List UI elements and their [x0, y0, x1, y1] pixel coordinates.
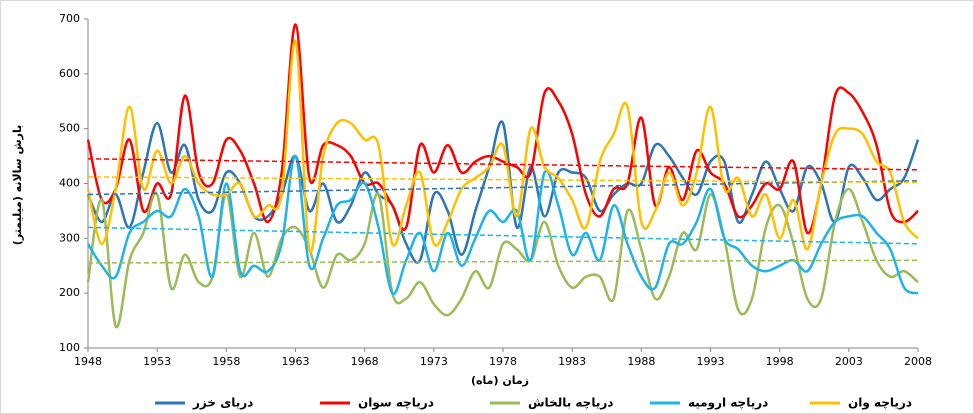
legend-label: دریاچه وان [848, 396, 912, 411]
x-tick-label: 1983 [558, 355, 586, 368]
y-tick-label: 600 [59, 67, 80, 80]
trend-line [87, 158, 919, 171]
x-axis-title: زمان (ماه) [471, 374, 529, 387]
y-tick-label: 200 [59, 286, 80, 299]
y-tick-label: 300 [59, 231, 80, 244]
series-line [86, 23, 919, 235]
series-line [86, 154, 919, 295]
y-tick-label: 400 [59, 177, 80, 190]
x-tick-label: 1953 [143, 355, 171, 368]
x-tick-label: 1998 [766, 355, 794, 368]
trend-line [87, 259, 919, 264]
legend-label: دریاچه ارومیه [688, 396, 768, 411]
y-axis-title: بارش سالانه (میلیمتر) [11, 125, 24, 245]
y-tick-label: 500 [59, 122, 80, 135]
x-tick-label: 2008 [904, 355, 932, 368]
x-tick-label: 1993 [697, 355, 725, 368]
legend-label: دریای خزر [192, 396, 253, 410]
x-tick-label: 1948 [74, 355, 102, 368]
x-tick-label: 2003 [835, 355, 863, 368]
y-tick-label: 700 [59, 12, 80, 25]
legend-label: دریاچه بالخاش [528, 396, 613, 410]
x-tick-label: 1963 [282, 355, 310, 368]
legend-label: دریاچه سوان [358, 396, 434, 411]
trend-line [87, 176, 919, 184]
x-tick-label: 1973 [420, 355, 448, 368]
x-tick-label: 1978 [489, 355, 517, 368]
series-line [86, 39, 919, 254]
x-tick-label: 1958 [212, 355, 240, 368]
trend-line [87, 180, 919, 196]
x-tick-label: 1968 [351, 355, 379, 368]
trend-line [87, 226, 919, 245]
y-tick-label: 100 [59, 341, 80, 354]
x-tick-label: 1988 [627, 355, 655, 368]
